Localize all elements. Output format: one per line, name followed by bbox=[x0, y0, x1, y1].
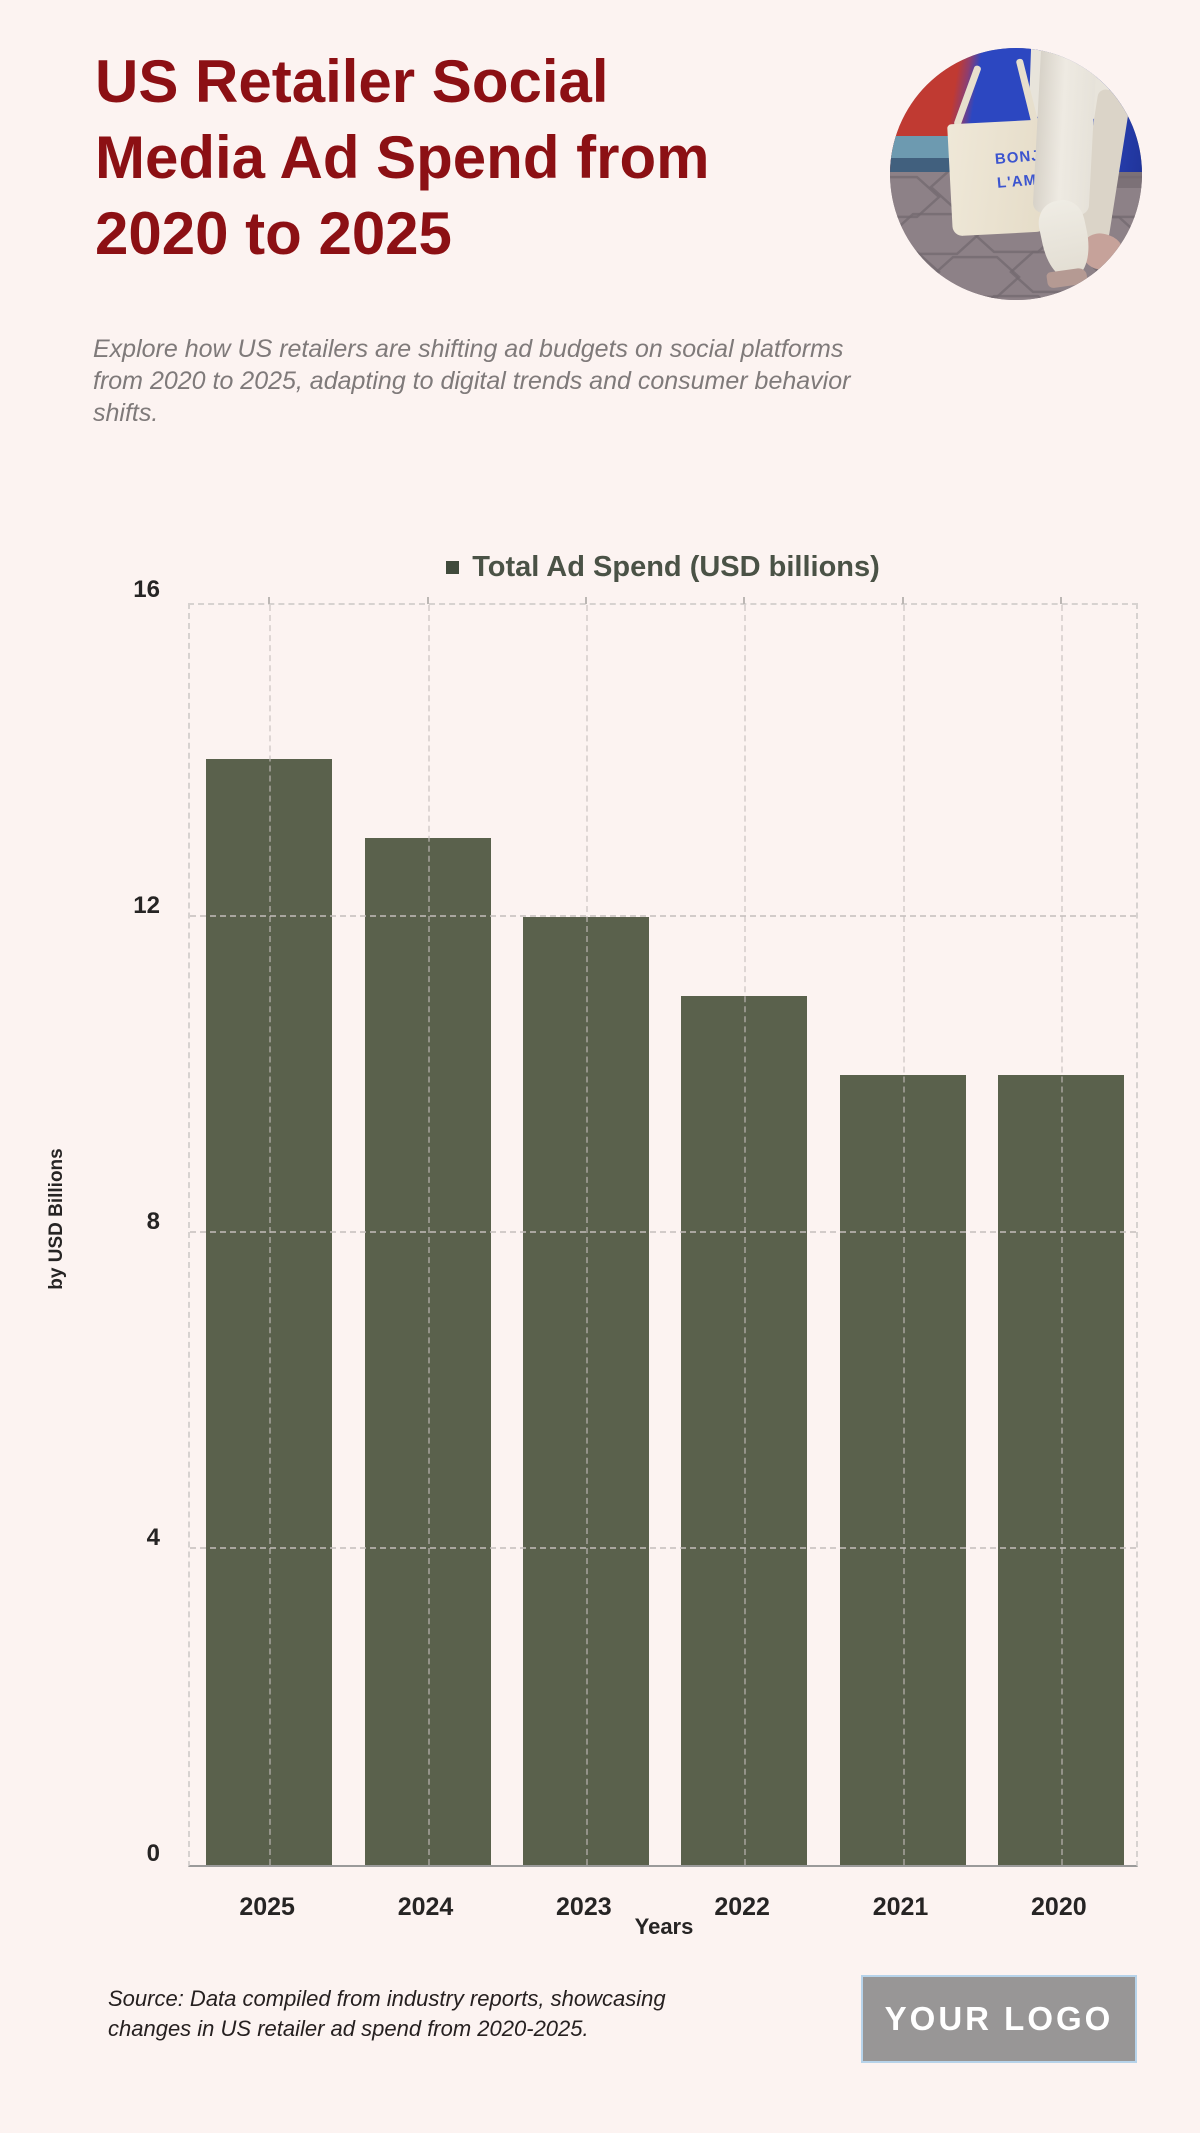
vertical-gridline bbox=[744, 605, 747, 1865]
vertical-gridline bbox=[585, 605, 588, 1865]
horizontal-gridline bbox=[190, 915, 1136, 917]
x-tick-label: 2023 bbox=[556, 1893, 612, 1921]
top-axis-tick bbox=[584, 597, 587, 604]
logo-placeholder: YOUR LOGO bbox=[861, 1975, 1137, 2063]
x-tick-label: 2025 bbox=[239, 1893, 295, 1921]
hero-photo-circle: BONJOUR L'AMOUR bbox=[890, 48, 1142, 300]
y-tick-label: 12 bbox=[133, 892, 160, 919]
x-axis-title: Years bbox=[634, 1914, 694, 1939]
top-axis-tick bbox=[1059, 597, 1062, 604]
horizontal-gridline bbox=[190, 1547, 1136, 1549]
x-tick-label: 2024 bbox=[397, 1893, 454, 1921]
x-axis-tick-labels: 2025 2024 2023 2022 2021 2020 bbox=[188, 1893, 1138, 1927]
page-subtitle: Explore how US retailers are shifting ad… bbox=[93, 335, 851, 427]
y-tick-label: 16 bbox=[133, 576, 160, 603]
plot-area bbox=[188, 597, 1138, 1867]
page-title: US Retailer Social Media Ad Spend from 2… bbox=[95, 48, 710, 267]
vertical-gridline bbox=[269, 605, 272, 1865]
top-axis-tick bbox=[268, 597, 271, 604]
legend-marker-square bbox=[446, 560, 460, 574]
y-tick-label: 8 bbox=[146, 1208, 160, 1235]
x-tick-label: 2021 bbox=[872, 1893, 929, 1921]
horizontal-gridline bbox=[190, 1231, 1136, 1233]
vertical-gridline bbox=[902, 605, 905, 1865]
photo-front-leg bbox=[1032, 48, 1098, 216]
top-axis-tick bbox=[426, 597, 429, 604]
y-tick-label: 4 bbox=[146, 1524, 160, 1551]
vertical-gridline bbox=[1060, 605, 1063, 1865]
photo-tote-bag: BONJOUR L'AMOUR bbox=[947, 119, 1077, 237]
photo-bag-text: BONJOUR L'AMOUR bbox=[948, 144, 1077, 192]
x-tick-label: 2020 bbox=[1031, 1893, 1087, 1921]
x-tick-label: 2022 bbox=[714, 1893, 770, 1921]
y-tick-label: 0 bbox=[146, 1840, 160, 1867]
top-axis-tick bbox=[901, 597, 904, 604]
legend-label: Total Ad Spend (USD billions) bbox=[472, 550, 880, 583]
source-note: Source: Data compiled from industry repo… bbox=[108, 1986, 666, 2041]
vertical-gridline bbox=[427, 605, 430, 1865]
top-axis-tick bbox=[743, 597, 746, 604]
chart-legend: Total Ad Spend (USD billions) bbox=[188, 550, 1138, 584]
